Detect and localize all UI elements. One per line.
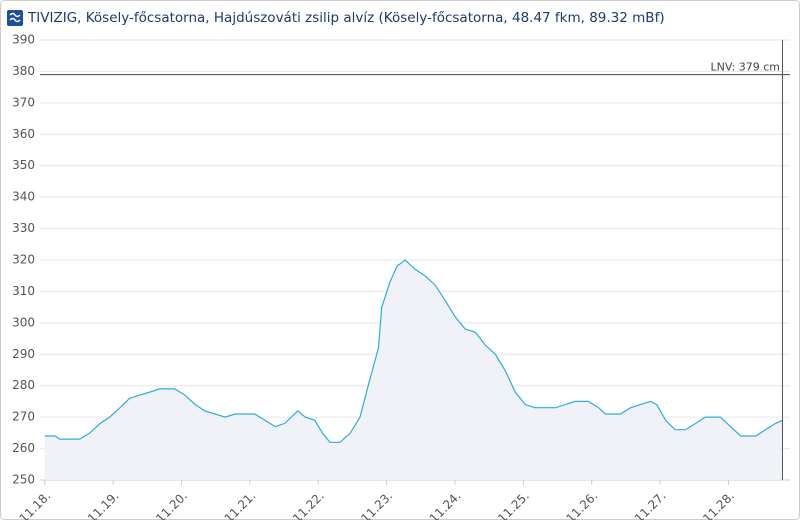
chart-title: TIVIZIG, Kösely-főcsatorna, Hajdúszováti…	[27, 10, 665, 26]
y-tick-label: 320	[12, 253, 35, 267]
y-tick-label: 280	[12, 378, 35, 392]
y-tick-label: 390	[12, 33, 35, 47]
logo	[7, 10, 23, 26]
y-tick-label: 290	[12, 347, 35, 361]
y-tick-label: 330	[12, 221, 35, 235]
y-tick-label: 250	[12, 473, 35, 487]
y-tick-label: 370	[12, 95, 35, 109]
y-tick-label: 260	[12, 441, 35, 455]
y-tick-label: 270	[12, 410, 35, 424]
threshold-label: LNV: 379 cm	[711, 61, 780, 74]
y-tick-label: 310	[12, 284, 35, 298]
y-tick-label: 380	[12, 64, 35, 78]
line	[44, 259, 783, 443]
y-tick-label: 300	[12, 315, 35, 329]
y-tick-label: 340	[12, 190, 35, 204]
y-tick-label: 360	[12, 127, 35, 141]
area	[44, 260, 783, 480]
y-tick-label: 350	[12, 158, 35, 172]
